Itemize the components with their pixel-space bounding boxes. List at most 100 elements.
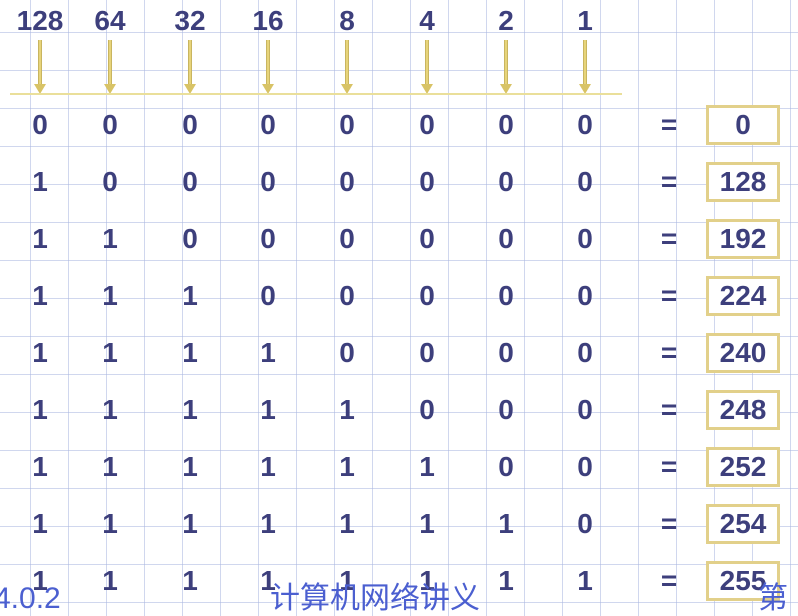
decimal-result-box: 240: [706, 333, 780, 373]
bit-value: 0: [419, 109, 435, 140]
bit-value: 0: [102, 166, 118, 197]
bit-value: 0: [260, 280, 276, 311]
bit-value: 1: [182, 280, 198, 311]
equals-sign: =: [660, 109, 678, 140]
bit-weight-label: 4: [419, 5, 435, 36]
bit-value: 0: [182, 109, 198, 140]
bit-value: 0: [577, 223, 593, 254]
bit-value: 1: [260, 451, 276, 482]
bit-value: 0: [498, 451, 514, 482]
arrow-head-icon: [184, 84, 196, 94]
bit-value: 1: [577, 565, 593, 596]
arrow-head-icon: [579, 84, 591, 94]
bit-value: 1: [182, 565, 198, 596]
bit-value: 1: [339, 565, 355, 596]
bit-value: 0: [102, 109, 118, 140]
bit-value: 0: [577, 508, 593, 539]
bit-value: 1: [498, 565, 514, 596]
bit-value: 1: [182, 508, 198, 539]
bit-value: 1: [260, 508, 276, 539]
footer-course-title: 计算机网络讲义: [270, 582, 480, 615]
bit-value: 0: [339, 109, 355, 140]
bit-value: 1: [32, 451, 48, 482]
bit-weight-label: 16: [252, 5, 284, 36]
arrow-head-icon: [341, 84, 353, 94]
bit-value: 0: [577, 394, 593, 425]
bit-value: 1: [32, 337, 48, 368]
equals-sign: =: [660, 394, 678, 425]
arrow-head-icon: [421, 84, 433, 94]
bit-value: 0: [577, 166, 593, 197]
bit-value: 1: [32, 166, 48, 197]
bit-value: 0: [32, 109, 48, 140]
bit-value: 1: [102, 223, 118, 254]
decimal-result-box: 254: [706, 504, 780, 544]
bit-value: 1: [32, 565, 48, 596]
decimal-result-box: 128: [706, 162, 780, 202]
bit-value: 1: [102, 394, 118, 425]
bit-value: 0: [260, 166, 276, 197]
bit-value: 1: [260, 394, 276, 425]
footer-page-number: 4.0.2: [0, 582, 61, 615]
bit-value: 1: [102, 280, 118, 311]
bit-value: 0: [339, 223, 355, 254]
bit-value: 1: [182, 451, 198, 482]
decimal-result-box: 252: [706, 447, 780, 487]
bit-value: 0: [498, 223, 514, 254]
bit-value: 1: [32, 223, 48, 254]
header-divider-line: [10, 93, 622, 95]
bit-value: 1: [32, 394, 48, 425]
bit-weight-label: 8: [339, 5, 355, 36]
bit-value: 1: [498, 508, 514, 539]
down-arrow-icon: [188, 40, 192, 84]
footer-right-text: 第: [758, 582, 788, 615]
bit-value: 1: [102, 337, 118, 368]
down-arrow-icon: [425, 40, 429, 84]
bit-value: 0: [339, 280, 355, 311]
bit-weight-label: 2: [498, 5, 514, 36]
bit-value: 1: [182, 394, 198, 425]
bit-value: 0: [577, 451, 593, 482]
bit-value: 1: [182, 337, 198, 368]
bit-value: 0: [339, 337, 355, 368]
bit-value: 0: [260, 223, 276, 254]
bit-weight-label: 64: [94, 5, 126, 36]
bit-value: 0: [419, 223, 435, 254]
bit-value: 1: [260, 565, 276, 596]
decimal-result-box: 224: [706, 276, 780, 316]
equals-sign: =: [660, 565, 678, 596]
decimal-result-box: 255: [706, 561, 780, 601]
bit-value: 1: [102, 565, 118, 596]
bit-value: 1: [32, 508, 48, 539]
arrow-head-icon: [262, 84, 274, 94]
bit-value: 1: [32, 280, 48, 311]
down-arrow-icon: [345, 40, 349, 84]
bit-value: 1: [419, 451, 435, 482]
bit-value: 1: [260, 337, 276, 368]
bit-value: 1: [419, 565, 435, 596]
down-arrow-icon: [108, 40, 112, 84]
bit-value: 0: [182, 166, 198, 197]
bit-weight-label: 1: [577, 5, 593, 36]
bit-weight-label: 32: [174, 5, 206, 36]
bit-value: 0: [419, 166, 435, 197]
equals-sign: =: [660, 451, 678, 482]
bit-value: 1: [339, 508, 355, 539]
bit-value: 0: [419, 280, 435, 311]
bit-value: 0: [260, 109, 276, 140]
bit-value: 1: [339, 451, 355, 482]
down-arrow-icon: [38, 40, 42, 84]
arrow-head-icon: [500, 84, 512, 94]
equals-sign: =: [660, 223, 678, 254]
bit-value: 0: [577, 109, 593, 140]
bit-value: 0: [498, 166, 514, 197]
decimal-result-box: 0: [706, 105, 780, 145]
down-arrow-icon: [583, 40, 587, 84]
equals-sign: =: [660, 280, 678, 311]
bit-value: 0: [182, 223, 198, 254]
equals-sign: =: [660, 166, 678, 197]
bit-value: 0: [498, 337, 514, 368]
bit-value: 0: [339, 166, 355, 197]
decimal-result-box: 192: [706, 219, 780, 259]
bit-value: 0: [498, 394, 514, 425]
